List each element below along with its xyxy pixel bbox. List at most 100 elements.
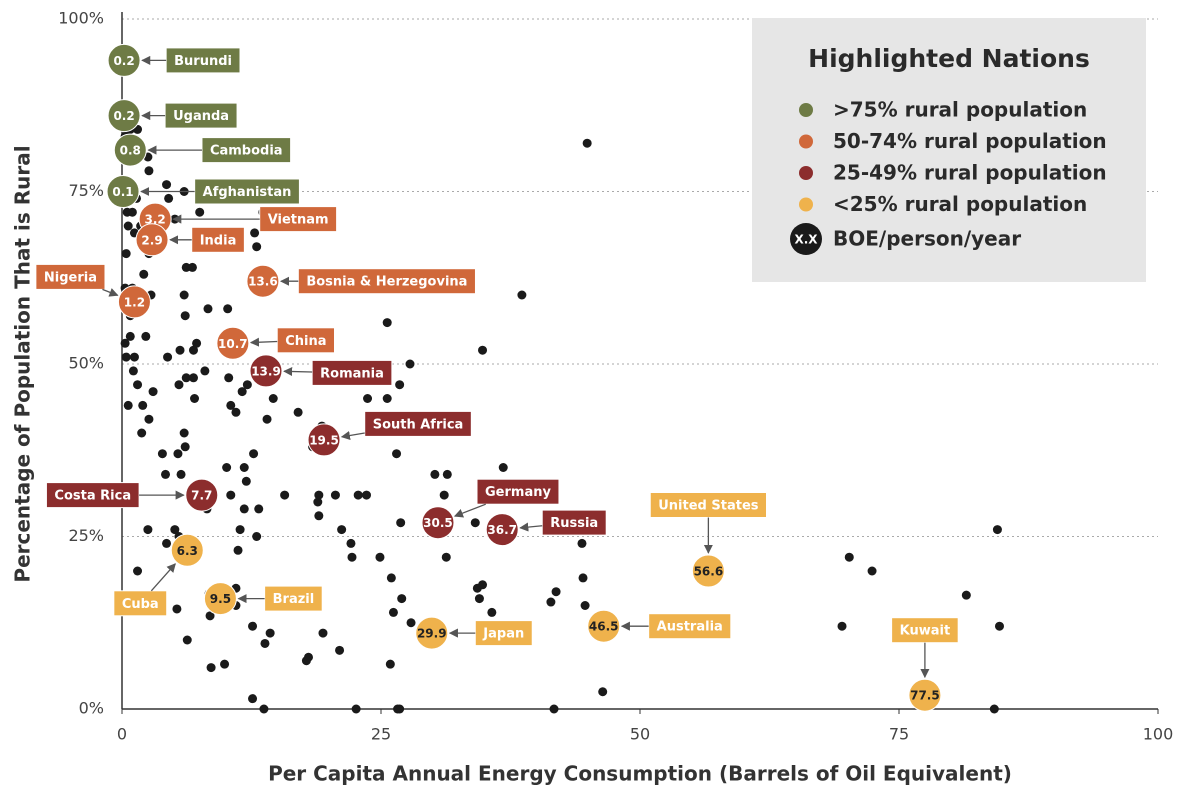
nation: India 2.9 (135, 223, 245, 257)
label-box (194, 178, 300, 205)
point (301, 656, 311, 666)
point (335, 645, 345, 655)
nation: Costa Rica 7.7 (45, 478, 219, 512)
point (388, 607, 398, 617)
bubble (587, 609, 621, 643)
label-box (474, 620, 533, 647)
nation-label: Brazil (273, 592, 315, 607)
nation: Germany 30.5 (421, 478, 560, 540)
nation-label: South Africa (373, 417, 464, 432)
bubble-label: 56.6 (694, 565, 724, 579)
label-box (191, 226, 245, 253)
point (580, 601, 590, 610)
bubble (113, 133, 147, 167)
nation-label: Cuba (122, 597, 159, 612)
nation-label: China (285, 334, 326, 349)
bubble (203, 582, 237, 616)
point (175, 345, 185, 355)
point (405, 359, 415, 369)
point (121, 352, 131, 362)
label-box (311, 359, 393, 386)
point (179, 290, 189, 300)
point (395, 380, 405, 390)
point (330, 490, 340, 500)
point (375, 552, 385, 562)
y-tick-label: 25% (68, 526, 104, 545)
point (241, 476, 251, 486)
bubble-label: 30.5 (423, 516, 453, 530)
point (129, 352, 139, 362)
point (137, 428, 147, 438)
point (262, 414, 272, 424)
legend-note-label: BOE/person/year (833, 227, 1021, 251)
point (439, 490, 449, 500)
legend: Highlighted Nations >75% rural population… (790, 44, 1107, 255)
point (125, 331, 135, 341)
bubble (246, 264, 280, 298)
point (120, 338, 130, 348)
nation-label: Nigeria (44, 270, 97, 285)
bubble-label: 0.2 (113, 54, 134, 68)
point (231, 407, 241, 417)
point (363, 394, 373, 403)
label-box (364, 410, 472, 437)
point (252, 532, 262, 541)
bubble (691, 554, 725, 588)
legend-swatch (799, 197, 813, 212)
point (181, 373, 191, 383)
point (138, 400, 148, 410)
x-axis-title: Per Capita Annual Energy Consumption (Ba… (268, 762, 1012, 786)
point (396, 518, 406, 528)
point (397, 594, 407, 604)
arrow (340, 431, 365, 440)
point (206, 663, 216, 673)
legend-label: 25-49% rural population (833, 161, 1107, 185)
point (220, 659, 230, 669)
point (239, 463, 249, 472)
point (353, 490, 363, 500)
point (188, 345, 198, 355)
point (582, 138, 592, 148)
point (392, 449, 402, 459)
point (260, 638, 270, 648)
highlights: Burundi 0.2 Uganda 0.2 Cambodia 0.8 Afghanista… (35, 43, 959, 712)
point (161, 469, 171, 479)
nation-label: Australia (657, 620, 723, 635)
point (224, 373, 234, 383)
arrow (150, 563, 176, 592)
point (844, 552, 854, 562)
point (128, 366, 138, 376)
legend-label: <25% rural population (833, 192, 1087, 216)
label-box (35, 263, 106, 290)
bubble-label: 77.5 (910, 689, 940, 703)
point (237, 387, 247, 397)
arrow (453, 503, 486, 518)
y-tick-label: 100% (58, 9, 104, 28)
nation: Uganda 0.2 (107, 99, 238, 133)
nation: Bosnia & Herzegovina 13.6 (246, 264, 476, 298)
point (123, 221, 133, 231)
bubble (117, 285, 151, 319)
bubble (107, 99, 141, 133)
point (250, 228, 260, 238)
point (133, 380, 143, 390)
point (478, 345, 488, 355)
point (994, 621, 1004, 631)
label-box (297, 268, 476, 295)
nation-label: Germany (485, 485, 551, 500)
point (195, 207, 205, 217)
bubble-label: 1.2 (124, 295, 145, 309)
bubble (485, 513, 519, 547)
point (337, 525, 347, 535)
point (487, 607, 497, 617)
bubble-label: 13.9 (251, 364, 281, 378)
point (179, 428, 189, 438)
point (144, 166, 154, 176)
point (157, 449, 167, 459)
point (239, 504, 249, 514)
bubble-label: 9.5 (210, 592, 231, 606)
x-tick-label: 25 (371, 725, 391, 744)
point (226, 490, 236, 500)
point (180, 442, 190, 452)
